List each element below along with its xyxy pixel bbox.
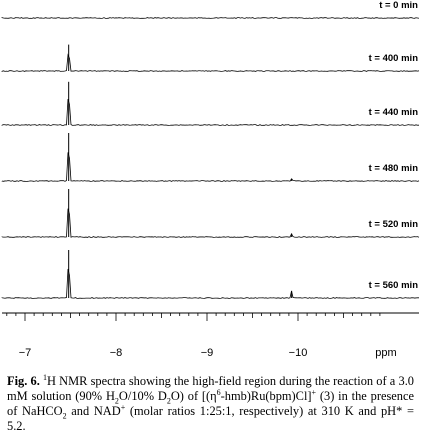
spectrum-time-label: t = 400 min bbox=[369, 53, 419, 64]
caption-text: (3) in the presence of NaHCO bbox=[7, 389, 414, 418]
spectrum-trace bbox=[1, 17, 420, 19]
spectrum-time-label: t = 480 min bbox=[369, 163, 419, 174]
caption-text: O/10% D bbox=[118, 389, 167, 403]
superscript: + bbox=[311, 387, 317, 397]
spectrum-time-label: t = 520 min bbox=[369, 219, 419, 230]
x-tick-label: −9 bbox=[201, 347, 214, 359]
spectrum-time-label: t = 560 min bbox=[369, 280, 419, 291]
superscript: + bbox=[120, 402, 126, 412]
nmr-spectra-figure: t = 0 min t = 400 min t = 440 min t = 480 m… bbox=[1, 0, 420, 359]
caption-text: O) of [(η bbox=[170, 389, 217, 403]
caption-text: -hmb)Ru(bpm)Cl] bbox=[220, 389, 312, 403]
x-tick-label: −10 bbox=[289, 347, 308, 359]
spectrum-trace bbox=[1, 98, 419, 126]
spectrum-trace bbox=[1, 208, 420, 238]
subscript: 2 bbox=[166, 396, 171, 406]
spectrum-time-label: t = 440 min bbox=[369, 107, 419, 118]
subscript: 2 bbox=[62, 411, 67, 421]
superscript: 6 bbox=[216, 387, 221, 397]
x-tick-label: −7 bbox=[19, 347, 32, 359]
x-axis-unit: ppm bbox=[375, 347, 396, 359]
spectrum-trace bbox=[1, 53, 420, 72]
spectrum-trace bbox=[1, 152, 420, 182]
superscript: 1 bbox=[43, 372, 47, 382]
spectrum-trace bbox=[1, 268, 420, 299]
figure-label: Fig. 6. bbox=[7, 374, 40, 388]
spectrum-time-label: t = 0 min bbox=[379, 0, 418, 11]
caption-text: (molar ratios 1:25:1, respectively) at 3… bbox=[7, 404, 414, 433]
subscript: 2 bbox=[114, 396, 119, 406]
figure-caption: Fig. 6. 1H NMR spectra showing the high-… bbox=[7, 372, 414, 434]
x-tick-label: −8 bbox=[110, 347, 123, 359]
caption-text: H NMR spectra showing the high-field reg… bbox=[7, 374, 414, 403]
caption-text: and NAD bbox=[66, 404, 121, 418]
